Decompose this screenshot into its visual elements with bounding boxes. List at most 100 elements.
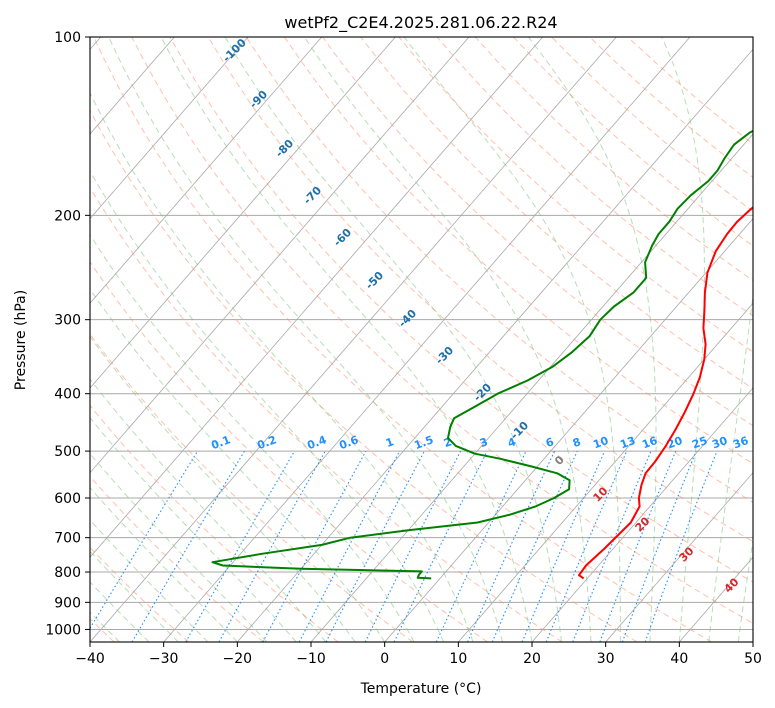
dry-adiabat-line: [131, 37, 753, 624]
isotherm-line: [90, 37, 323, 304]
moist-adiabat-line: [528, 37, 657, 642]
mixing-ratio-line: [298, 450, 401, 642]
moist-adiabats: [90, 37, 753, 642]
y-tick-label: 700: [54, 531, 81, 547]
moist-adiabat-line: [90, 581, 150, 642]
mixing-ratio-label: 10: [591, 434, 610, 452]
mixing-ratio-label: 1: [384, 435, 396, 450]
moist-adiabat-line: [90, 416, 297, 642]
moist-adiabat-line: [90, 486, 238, 642]
y-axis-label: Pressure (hPa): [13, 290, 29, 390]
dry-adiabat-line: [90, 109, 638, 642]
temperature-profile-line: [578, 206, 753, 580]
moist-adiabat-line: [90, 550, 179, 642]
mixing-ratio-line: [262, 450, 367, 642]
x-tick-label: 30: [597, 651, 615, 667]
isobar-grid: [90, 37, 753, 630]
mixing-ratio-label: 30: [710, 434, 729, 452]
isotherm-line: [90, 37, 470, 474]
dry-adiabat-line: [436, 37, 753, 317]
dry-adiabat-line: [90, 546, 190, 642]
y-tick-label: 1000: [45, 622, 81, 638]
isotherm-line: [90, 37, 544, 558]
dewpoint-profile-line: [211, 129, 753, 580]
plot-frame: [89, 36, 754, 643]
dry-adiabat-line: [169, 37, 753, 583]
moist-adiabat-line: [303, 37, 592, 642]
moist-adiabat-line: [90, 452, 268, 642]
mixing-ratio-line: [644, 450, 718, 642]
mixing-ratio-label: 8: [571, 435, 583, 450]
chart-title: wetPf2_C2E4.2025.281.06.22.R24: [284, 13, 557, 33]
mixing-ratio-line: [572, 450, 652, 642]
mixing-ratio-label: 1.5: [412, 433, 435, 452]
mixing-ratio-line: [621, 450, 697, 642]
axes: −40 −30 −20 −10 0 10 20 30 40 5010020030040050060…: [45, 30, 762, 667]
moist-adiabat-line: [90, 91, 474, 642]
moist-adiabat-line: [224, 37, 562, 642]
isotherm-line: [90, 37, 396, 389]
isotherm-line: [457, 302, 753, 642]
y-tick-label: 200: [54, 208, 81, 224]
moist-adiabat-line: [90, 335, 356, 642]
mixing-ratio-line: [491, 450, 578, 642]
y-tick-label: 800: [54, 565, 81, 581]
x-tick-label: −20: [223, 651, 253, 667]
moist-adiabat-line: [661, 37, 705, 642]
mixing-ratio-label: 0.1: [209, 433, 232, 452]
mixing-ratio-label: 0.4: [305, 433, 328, 452]
x-tick-label: −10: [296, 651, 326, 667]
dry-adiabat-line: [398, 37, 753, 353]
mixing-ratio-line: [90, 450, 199, 630]
dry-adiabat-line: [90, 260, 488, 642]
mixing-ratio-line: [599, 450, 677, 642]
dry-adiabat-line: [90, 404, 339, 642]
mixing-ratio-label: 36: [731, 434, 750, 452]
moist-adiabat-line: [160, 37, 533, 642]
x-tick-label: 0: [380, 651, 389, 667]
moist-adiabat-line: [90, 378, 327, 642]
mixing-ratio-line: [545, 450, 628, 642]
x-tick-label: −30: [149, 651, 179, 667]
isotherm-grid: [90, 37, 753, 642]
mixing-ratio-label: 0.6: [337, 433, 360, 452]
mixing-ratio-label: 3: [478, 435, 490, 450]
moist-adiabat-line: [90, 169, 445, 642]
mixing-ratio-label: 16: [640, 434, 659, 452]
moist-adiabat-line: [90, 519, 209, 642]
mixing-ratio-line: [364, 450, 462, 642]
dry-adiabat-line: [93, 37, 712, 642]
y-tick-label: 100: [54, 30, 81, 46]
isotherm-line: [90, 37, 617, 642]
moist-adiabat-line: [403, 37, 621, 642]
y-tick-label: 300: [54, 313, 81, 329]
mixing-ratio-label: 2: [442, 435, 454, 450]
moist-adiabat-line: [708, 291, 753, 642]
x-tick-label: 40: [670, 651, 688, 667]
mixing-ratio-line: [521, 450, 606, 642]
mixing-ratio-label: 4: [506, 435, 518, 450]
plot-area: -100-90-80-70-60-50-40-30-20-10010203040…: [90, 37, 753, 642]
isotherm-line: [236, 48, 753, 642]
isotherm-line: [384, 218, 753, 642]
y-tick-label: 900: [54, 595, 81, 611]
mixing-ratio-label: 0.2: [255, 433, 278, 452]
isotherm-line: [531, 387, 753, 642]
isotherm-line: [90, 37, 249, 220]
x-tick-label: 10: [449, 651, 467, 667]
moist-adiabat-line: [108, 37, 503, 642]
moist-adiabat-line: [90, 288, 386, 642]
x-tick-label: −40: [75, 651, 105, 667]
isotherm-line: [163, 37, 691, 642]
y-tick-label: 500: [54, 444, 81, 460]
sounding-profiles: [211, 129, 753, 580]
y-tick-label: 600: [54, 491, 81, 507]
x-tick-label: 20: [523, 651, 541, 667]
x-axis-label: Temperature (°C): [360, 681, 482, 697]
isotherm-line: [605, 472, 753, 642]
mixing-ratio-line: [218, 450, 326, 642]
dry-adiabat-line: [90, 186, 563, 642]
mixing-ratio-label: 6: [544, 435, 556, 450]
